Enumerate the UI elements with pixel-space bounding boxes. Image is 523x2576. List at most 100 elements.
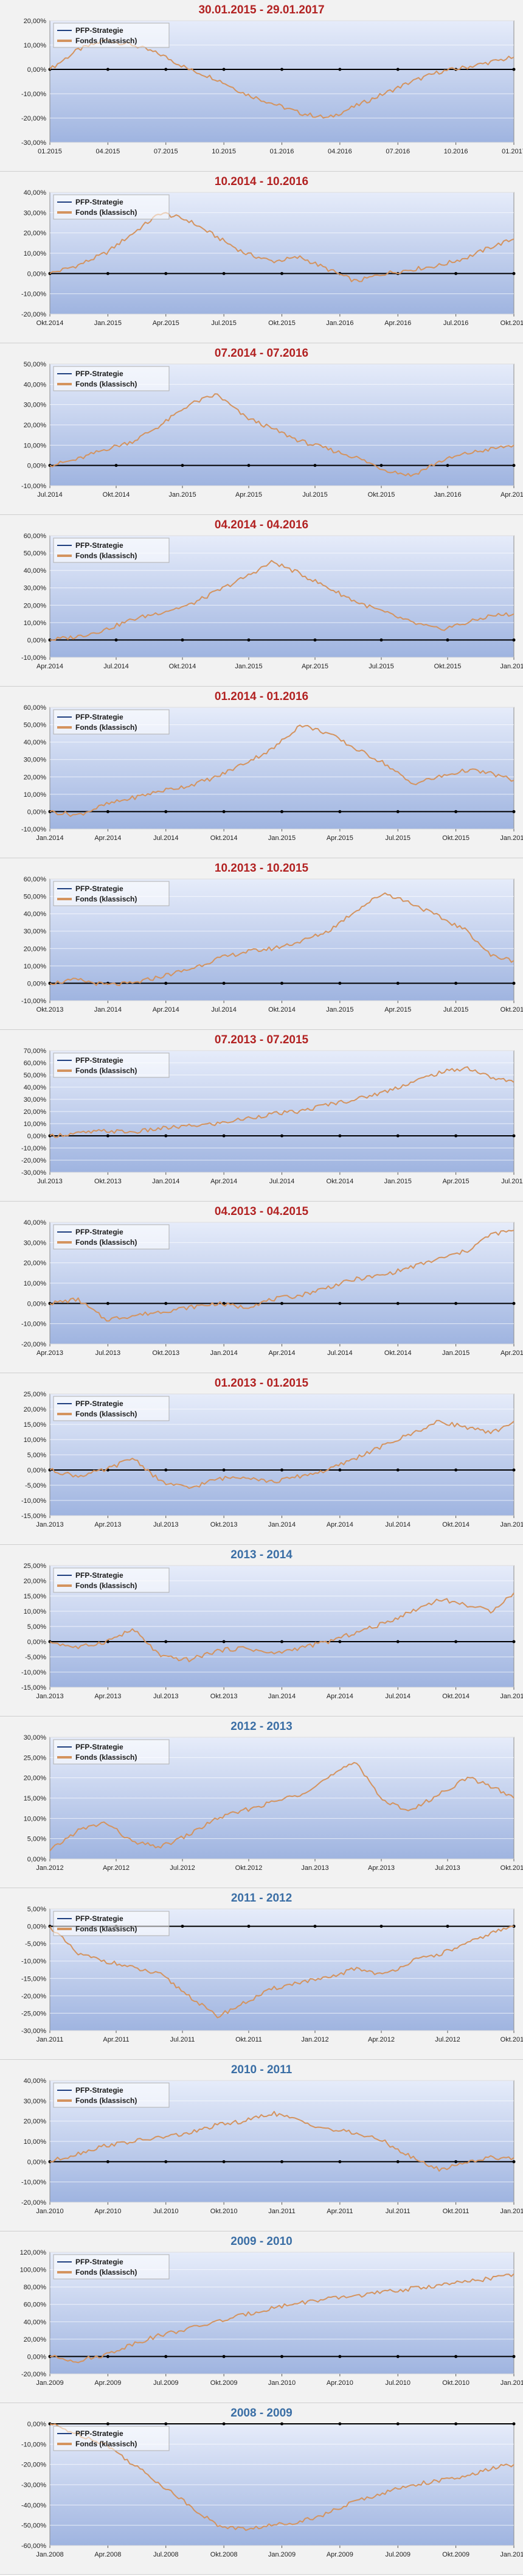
series-line-fund — [49, 1066, 514, 1138]
y-tick-label: -10,00% — [21, 1145, 46, 1152]
x-tick-label: Okt.2009 — [210, 2379, 238, 2387]
legend-label: PFP-Strategie — [75, 1571, 123, 1580]
x-tick-label: Apr.2014 — [36, 663, 63, 670]
x-tick-label: Jan.2015 — [500, 1521, 523, 1528]
zero-line-marker — [446, 1925, 449, 1928]
x-tick-label: Apr.2014 — [94, 835, 121, 842]
y-tick-label: 40,00% — [24, 739, 47, 746]
x-tick-label: Jul.2015 — [443, 1006, 469, 1013]
zero-line-marker — [106, 2354, 109, 2358]
zero-line-marker — [106, 271, 109, 275]
legend-label: Fonds (klassisch) — [75, 2440, 137, 2448]
y-tick-label: 0,00% — [27, 637, 46, 644]
chart-title: 07.2014 - 07.2016 — [214, 347, 309, 360]
x-tick-label: Jul.2015 — [302, 491, 328, 499]
x-tick-label: Jul.2014 — [385, 1693, 410, 1700]
y-tick-label: -25,00% — [21, 2010, 46, 2017]
y-tick-label: 50,00% — [24, 894, 47, 901]
zero-line-marker — [106, 2422, 109, 2426]
chart-title: 2008 - 2009 — [230, 2407, 293, 2420]
line-chart: -20,00% -10,00% 0,00% 10,00% 20,00% 30,00% 40,… — [21, 2077, 523, 2215]
chart-panel: -60,00% -50,00% -40,00% -30,00% -20,00% -10,0… — [0, 2403, 523, 2575]
chart-panel: -15,00% -10,00% -5,00% 0,00% 5,00% 10,00% 15,0… — [0, 1545, 523, 1717]
x-tick-label: Jan.2011 — [500, 2379, 523, 2387]
x-tick-label: Okt.2013 — [210, 1521, 238, 1528]
zero-line-marker — [512, 2354, 516, 2358]
legend-label: PFP-Strategie — [75, 1914, 123, 1923]
x-tick-label: Okt.2014 — [36, 320, 64, 327]
zero-line-marker — [396, 1468, 400, 1472]
x-tick-label: Apr.2013 — [94, 1521, 121, 1528]
x-tick-label: Okt.2010 — [442, 2379, 469, 2387]
y-tick-label: -10,00% — [21, 2441, 46, 2448]
x-tick-label: Jul.2014 — [37, 491, 63, 499]
zero-line-marker — [512, 1468, 516, 1472]
zero-line-marker — [313, 1925, 317, 1928]
y-tick-label: 120,00% — [20, 2249, 47, 2256]
x-tick-label: Apr.2014 — [153, 1006, 179, 1013]
y-tick-label: 20,00% — [24, 602, 47, 609]
x-tick-label: 01.2015 — [38, 148, 62, 155]
y-tick-label: 10,00% — [24, 42, 47, 49]
y-tick-label: 60,00% — [24, 2301, 47, 2309]
zero-line-marker — [181, 464, 184, 467]
y-tick-label: -10,00% — [21, 654, 46, 662]
zero-line-marker — [454, 2160, 458, 2163]
legend-label: Fonds (klassisch) — [75, 208, 137, 217]
x-tick-label: Apr.2011 — [103, 2036, 129, 2043]
legend-box — [53, 2082, 170, 2108]
x-tick-label: Apr.2014 — [268, 1349, 295, 1357]
y-tick-label: 10,00% — [24, 1608, 47, 1615]
y-tick-label: 10,00% — [24, 620, 47, 627]
y-tick-label: -10,00% — [21, 2179, 46, 2186]
y-tick-label: 0,00% — [27, 980, 46, 987]
zero-line-marker — [164, 2160, 168, 2163]
x-tick-label: Okt.2016 — [500, 320, 523, 327]
y-tick-label: 10,00% — [24, 1437, 47, 1444]
x-tick-label: Jan.2013 — [301, 1864, 328, 1872]
zero-line-marker — [164, 1640, 168, 1643]
chart-title: 04.2014 - 04.2016 — [214, 519, 309, 531]
zero-line-marker — [313, 638, 317, 642]
y-tick-label: -5,00% — [25, 1482, 46, 1489]
zero-line-marker — [338, 2354, 342, 2358]
y-tick-label: 50,00% — [24, 361, 47, 368]
zero-line-marker — [512, 1134, 516, 1138]
series-line-fund — [49, 2273, 514, 2364]
y-tick-label: 5,00% — [27, 1906, 46, 1913]
line-chart: -30,00% -20,00% -10,00% 0,00% 10,00% 20,00% 01… — [21, 18, 523, 155]
y-tick-label: 20,00% — [24, 1578, 47, 1585]
line-chart: -20,00% 0,00% 20,00% 40,00% 60,00% 80,00% 100,… — [20, 2249, 523, 2387]
legend-label: Fonds (klassisch) — [75, 380, 137, 388]
y-tick-label: 25,00% — [24, 1754, 47, 1762]
chart-title: 30.01.2015 - 29.01.2017 — [198, 4, 325, 16]
chart-title: 2013 - 2014 — [230, 1549, 293, 1561]
x-tick-label: Jul.2010 — [153, 2208, 179, 2215]
x-tick-label: Jan.2015 — [168, 491, 196, 499]
x-tick-label: Jul.2013 — [37, 1178, 63, 1185]
y-tick-label: -20,00% — [21, 1157, 46, 1164]
x-tick-label: Jul.2015 — [385, 835, 410, 842]
x-tick-label: Apr.2015 — [443, 1178, 469, 1185]
y-tick-label: -20,00% — [21, 2462, 46, 2469]
zero-line-marker — [396, 1134, 400, 1138]
y-tick-label: 10,00% — [24, 791, 47, 799]
y-tick-label: 40,00% — [24, 189, 47, 197]
chart-panel: -10,00% 0,00% 10,00% 20,00% 30,00% 40,00% 50,0… — [0, 687, 523, 858]
x-tick-label: 04.2016 — [328, 148, 352, 155]
legend-label: PFP-Strategie — [75, 26, 123, 35]
x-tick-label: Jul.2014 — [211, 1006, 237, 1013]
legend-box — [53, 1396, 170, 1421]
line-chart: -30,00% -20,00% -10,00% 0,00% 10,00% 20,00% 30… — [21, 1048, 523, 1185]
y-tick-label: 30,00% — [24, 928, 47, 936]
chart-panel: -20,00% -10,00% 0,00% 10,00% 20,00% 30,00% 40,… — [0, 172, 523, 343]
x-tick-label: Jul.2015 — [369, 663, 394, 670]
x-tick-label: Jan.2010 — [36, 2208, 63, 2215]
zero-line-marker — [164, 1301, 168, 1305]
x-tick-label: Jan.2015 — [268, 835, 296, 842]
x-tick-label: Apr.2015 — [302, 663, 328, 670]
